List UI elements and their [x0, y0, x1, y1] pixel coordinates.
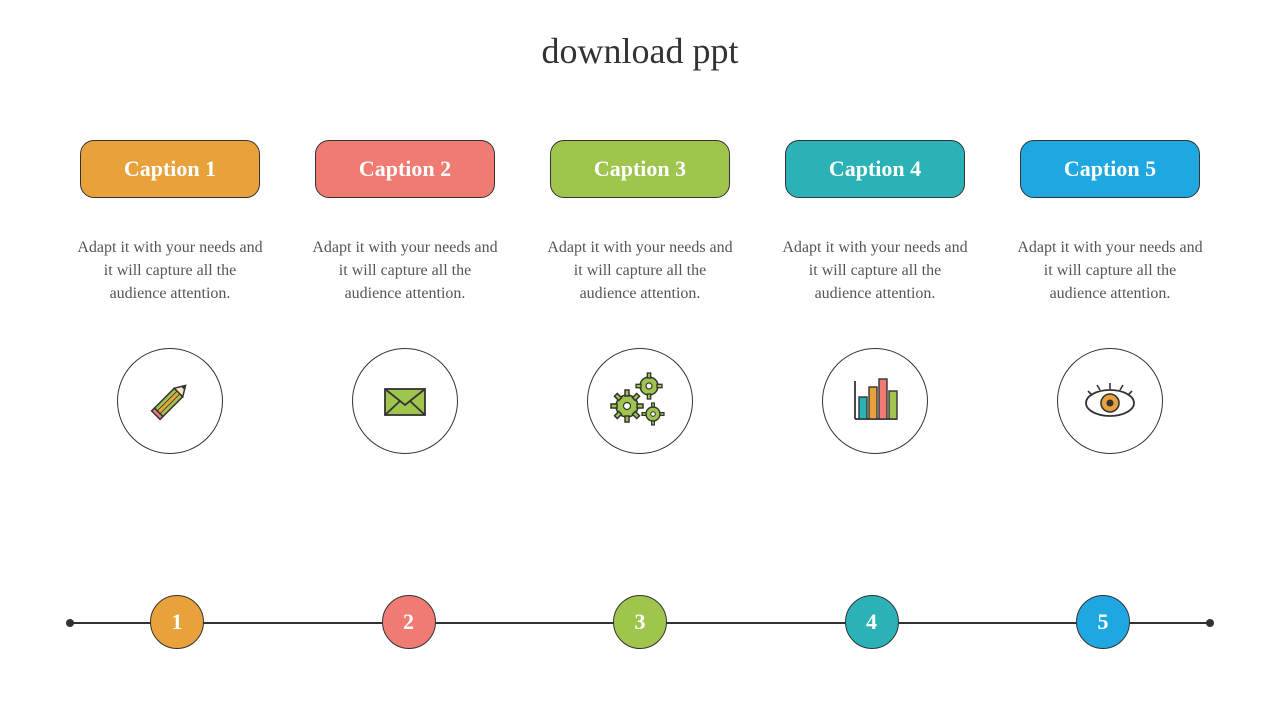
eye-icon [1075, 369, 1145, 433]
pencil-icon [138, 369, 202, 433]
caption-box-3: Caption 3 [550, 140, 730, 198]
page-title: download ppt [0, 30, 1280, 72]
step-circle-4: 4 [845, 595, 899, 649]
description-5: Adapt it with your needs and it will cap… [1015, 236, 1205, 306]
caption-box-5: Caption 5 [1020, 140, 1200, 198]
column-5: Caption 5 Adapt it with your needs and i… [1010, 140, 1210, 454]
bar-chart-icon [843, 369, 907, 433]
icon-circle-5 [1057, 348, 1163, 454]
description-4: Adapt it with your needs and it will cap… [780, 236, 970, 306]
caption-box-1: Caption 1 [80, 140, 260, 198]
caption-box-2: Caption 2 [315, 140, 495, 198]
gears-icon [605, 366, 675, 436]
icon-circle-2 [352, 348, 458, 454]
step-circle-3: 3 [613, 595, 667, 649]
icon-circle-4 [822, 348, 928, 454]
timeline: 1 2 3 4 5 [70, 595, 1210, 655]
step-circle-2: 2 [382, 595, 436, 649]
step-circle-5: 5 [1076, 595, 1130, 649]
column-2: Caption 2 Adapt it with your needs and i… [305, 140, 505, 454]
description-2: Adapt it with your needs and it will cap… [310, 236, 500, 306]
column-4: Caption 4 Adapt it with your needs and i… [775, 140, 975, 454]
envelope-icon [373, 369, 437, 433]
step-circle-1: 1 [150, 595, 204, 649]
step-circles-container: 1 2 3 4 5 [70, 595, 1210, 649]
column-3: Caption 3 Adapt it with your needs and i… [540, 140, 740, 454]
column-1: Caption 1 Adapt it with your needs and i… [70, 140, 270, 454]
description-1: Adapt it with your needs and it will cap… [75, 236, 265, 306]
columns-container: Caption 1 Adapt it with your needs and i… [70, 140, 1210, 454]
caption-box-4: Caption 4 [785, 140, 965, 198]
icon-circle-1 [117, 348, 223, 454]
description-3: Adapt it with your needs and it will cap… [545, 236, 735, 306]
icon-circle-3 [587, 348, 693, 454]
